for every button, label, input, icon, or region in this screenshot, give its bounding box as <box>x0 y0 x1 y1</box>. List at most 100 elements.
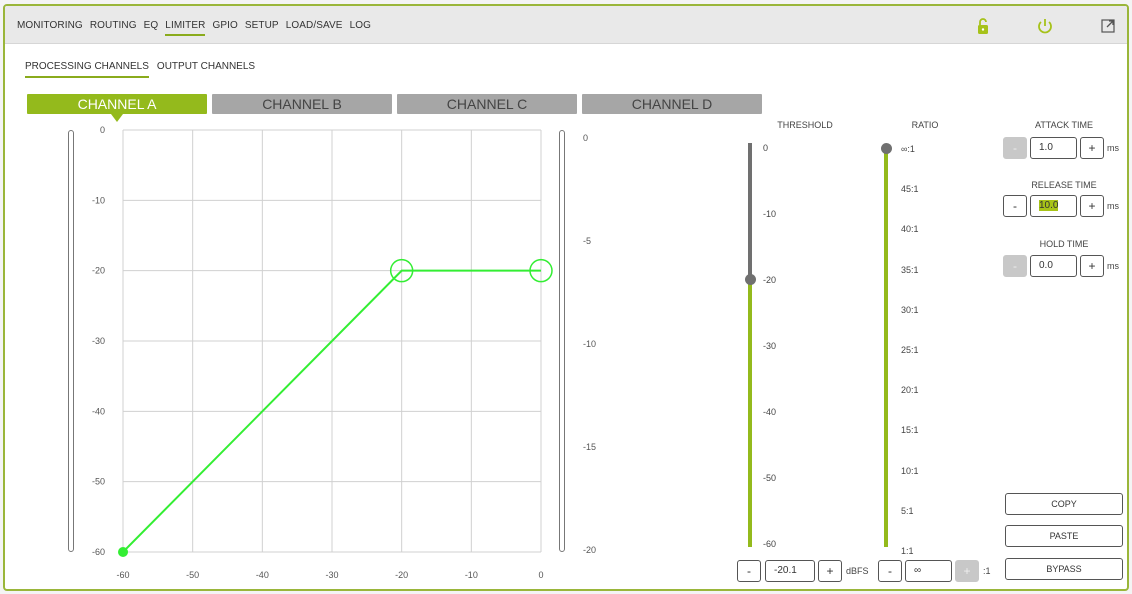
hold-value-field[interactable]: 0.0 <box>1030 255 1077 277</box>
y-tick-label: -60 <box>92 547 105 557</box>
x-tick-label: 0 <box>538 570 543 580</box>
nav-log[interactable]: LOG <box>349 20 371 31</box>
threshold-increase-button[interactable]: + <box>818 560 842 582</box>
ratio-scale-label: 40:1 <box>901 224 919 235</box>
nav-setup[interactable]: SETUP <box>244 20 279 31</box>
hold-value: 0.0 <box>1039 260 1053 271</box>
channel-type-tabs: PROCESSING CHANNELS OUTPUT CHANNELS <box>25 61 263 78</box>
nav-eq[interactable]: EQ <box>143 20 159 31</box>
ceiling-handle[interactable] <box>529 258 553 283</box>
release-value: 10.0 <box>1039 200 1059 211</box>
bypass-button[interactable]: BYPASS <box>1005 558 1123 580</box>
gain-reduction-tick-label: 0 <box>583 133 588 143</box>
attack-value-field[interactable]: 1.0 <box>1030 137 1077 159</box>
ratio-scale-label: ∞:1 <box>901 144 915 154</box>
gain-reduction-tick-label: -10 <box>583 339 596 349</box>
ratio-scale-label: 10:1 <box>901 465 919 476</box>
curve-start-point <box>118 547 128 557</box>
lock-icon[interactable] <box>973 16 993 36</box>
y-tick-label: -30 <box>92 336 105 346</box>
graph-x-axis: -60 -50 -40 -30 -20 -10 0 <box>116 570 543 580</box>
attack-time-label: ATTACK TIME <box>1034 120 1093 130</box>
tab-channel-a[interactable]: CHANNEL A <box>27 94 207 114</box>
release-time-label: RELEASE TIME <box>1031 180 1097 190</box>
ratio-unit: :1 <box>983 566 991 576</box>
y-tick-label: -10 <box>92 195 105 205</box>
threshold-handle[interactable] <box>389 258 414 283</box>
main-menu: MONITORING ROUTING EQ LIMITER GPIO SETUP… <box>17 20 378 36</box>
threshold-scale-label: 0 <box>763 143 769 153</box>
x-tick-label: -50 <box>186 570 199 580</box>
threshold-decrease-button[interactable]: - <box>737 560 761 582</box>
active-tab-pointer <box>111 114 123 122</box>
x-tick-label: -60 <box>116 570 129 580</box>
ratio-value: ∞ <box>914 565 922 576</box>
nav-monitoring[interactable]: MONITORING <box>17 20 83 31</box>
ratio-increase-button[interactable]: + <box>955 560 979 582</box>
gain-reduction-tick-label: -15 <box>583 442 596 452</box>
tab-channel-b[interactable]: CHANNEL B <box>212 94 392 114</box>
ratio-scale-label: 25:1 <box>901 345 919 355</box>
threshold-slider-knob[interactable] <box>745 274 756 285</box>
graph-y-axis: 0 -10 -20 -30 -40 -50 -60 <box>92 125 105 557</box>
threshold-scale-label: -20 <box>763 275 777 285</box>
threshold-value: -20.1 <box>774 565 797 576</box>
ratio-scale-label: 5:1 <box>901 505 914 516</box>
gain-reduction-tick-label: -5 <box>583 236 591 246</box>
ratio-slider-knob[interactable] <box>881 143 892 154</box>
input-level-meter <box>68 130 74 552</box>
ratio-scale-label: 45:1 <box>901 184 919 195</box>
attack-decrease-button[interactable]: - <box>1003 137 1027 159</box>
attack-unit: ms <box>1107 143 1119 153</box>
ratio-scale-label: 1:1 <box>901 546 914 556</box>
gain-reduction-meter <box>559 130 565 552</box>
x-tick-label: -40 <box>256 570 269 580</box>
copy-button[interactable]: COPY <box>1005 493 1123 515</box>
transfer-curve-graph: 0-10-20-30-40-50-60 -60 -50 -40 -30 -20 -10 0 … <box>92 125 596 580</box>
release-value-field[interactable]: 10.0 <box>1030 195 1077 217</box>
attack-value: 1.0 <box>1039 142 1053 153</box>
y-tick-label: 0 <box>100 125 105 135</box>
ratio-value-field[interactable]: ∞ <box>905 560 952 582</box>
paste-button[interactable]: PASTE <box>1005 525 1123 547</box>
y-tick-label: -40 <box>92 406 105 416</box>
hold-time-label: HOLD TIME <box>1039 239 1089 249</box>
threshold-track-upper <box>748 143 752 279</box>
graph-grid <box>122 129 542 553</box>
tab-output-channels[interactable]: OUTPUT CHANNELS <box>156 61 256 72</box>
hold-increase-button[interactable]: + <box>1080 255 1104 277</box>
x-tick-label: -20 <box>395 570 408 580</box>
ratio-decrease-button[interactable]: - <box>878 560 902 582</box>
release-increase-button[interactable]: + <box>1080 195 1104 217</box>
top-navigation: MONITORING ROUTING EQ LIMITER GPIO SETUP… <box>5 6 1127 44</box>
x-tick-label: -30 <box>325 570 338 580</box>
threshold-scale-label: -10 <box>763 209 777 219</box>
tab-channel-c[interactable]: CHANNEL C <box>397 94 577 114</box>
threshold-scale-label: -60 <box>763 539 777 549</box>
release-unit: ms <box>1107 201 1119 211</box>
nav-routing[interactable]: ROUTING <box>89 20 137 31</box>
ratio-scale-label: 30:1 <box>901 304 919 315</box>
threshold-label: THRESHOLD <box>777 120 833 130</box>
x-tick-label: -10 <box>465 570 478 580</box>
attack-increase-button[interactable]: + <box>1080 137 1104 159</box>
expand-icon[interactable] <box>1098 16 1118 36</box>
ratio-track <box>884 147 888 547</box>
threshold-scale-label: -50 <box>763 473 777 483</box>
threshold-scale-label: -30 <box>763 341 777 351</box>
tab-channel-d[interactable]: CHANNEL D <box>582 94 762 114</box>
power-icon[interactable] <box>1035 16 1055 36</box>
ratio-scale-label: 35:1 <box>901 264 919 275</box>
nav-limiter[interactable]: LIMITER <box>165 20 206 36</box>
app-frame: MONITORING ROUTING EQ LIMITER GPIO SETUP… <box>3 4 1129 591</box>
release-decrease-button[interactable]: - <box>1003 195 1027 217</box>
tab-processing-channels[interactable]: PROCESSING CHANNELS <box>25 61 149 78</box>
threshold-unit: dBFS <box>846 566 869 576</box>
gain-reduction-tick-label: -20 <box>583 545 596 555</box>
threshold-value-field[interactable]: -20.1 <box>765 560 815 582</box>
hold-decrease-button[interactable]: - <box>1003 255 1027 277</box>
nav-load-save[interactable]: LOAD/SAVE <box>285 20 343 31</box>
ratio-label: RATIO <box>911 120 939 130</box>
nav-gpio[interactable]: GPIO <box>212 20 238 31</box>
threshold-track-lower <box>748 279 752 547</box>
